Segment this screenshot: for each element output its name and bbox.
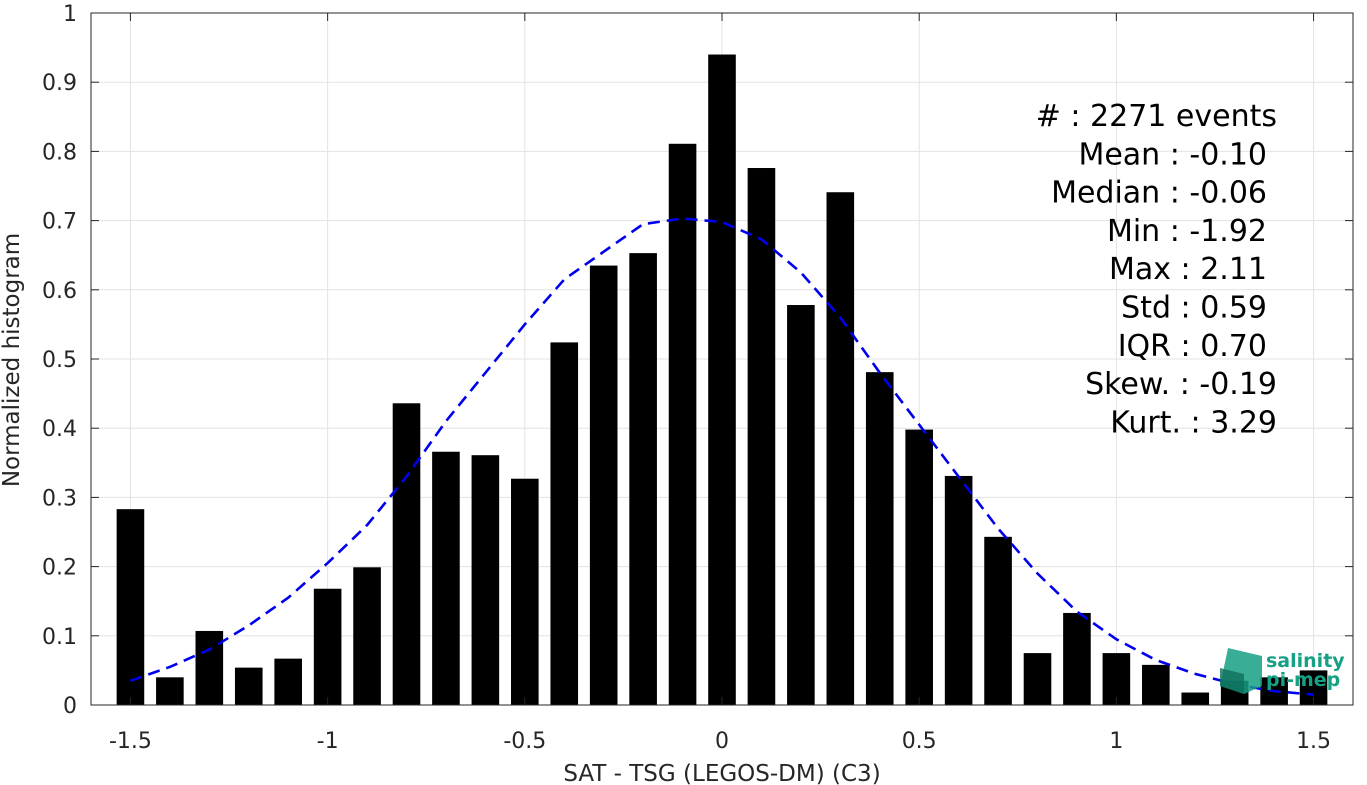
y-tick-label: 0.3 <box>42 486 77 511</box>
x-tick-label: -1 <box>317 729 339 754</box>
x-tick-label: -1.5 <box>109 729 152 754</box>
y-tick-label: 0.6 <box>42 279 77 304</box>
stat-line: Mean : -0.10 <box>1078 137 1267 172</box>
histogram-bar <box>1023 653 1052 705</box>
histogram-bar <box>1063 612 1091 705</box>
stat-line: Median : -0.06 <box>1051 176 1267 211</box>
histogram-bar <box>826 192 855 705</box>
histogram-bar <box>550 342 579 705</box>
histogram-bar <box>1181 692 1210 705</box>
histogram-bar <box>274 658 302 705</box>
x-tick-label: 1.5 <box>1296 729 1331 754</box>
x-tick-label: 0.5 <box>902 729 937 754</box>
histogram-bar <box>668 143 697 706</box>
logo-text-line1: salinity <box>1266 650 1345 672</box>
histogram-bar <box>234 667 263 705</box>
x-axis-label: SAT - TSG (LEGOS-DM) (C3) <box>563 761 880 785</box>
histogram-bar <box>195 630 224 705</box>
histogram-bar <box>392 403 421 705</box>
histogram-bar <box>116 509 145 705</box>
y-tick-label: 0.2 <box>42 556 77 581</box>
stat-line: Kurt. : 3.29 <box>1110 405 1277 440</box>
histogram-bar <box>787 305 815 705</box>
histogram-bar <box>747 168 776 705</box>
stat-line: Max : 2.11 <box>1109 252 1267 287</box>
stat-line: # : 2271 events <box>1036 99 1277 134</box>
histogram-bar <box>353 567 381 705</box>
x-tick-label: 0 <box>715 729 729 754</box>
stat-line: Min : -1.92 <box>1107 214 1267 249</box>
y-tick-label: 0.9 <box>42 71 77 96</box>
histogram-bar <box>432 451 460 705</box>
normal-fit-curve <box>129 217 1314 696</box>
x-tick-label: 1 <box>1109 729 1123 754</box>
stat-line: Skew. : -0.19 <box>1085 367 1277 402</box>
y-tick-label: 0.1 <box>42 625 77 650</box>
histogram-bar <box>156 677 184 705</box>
histogram-bar <box>865 372 894 705</box>
salinity-pimep-logo: salinity pi-mep <box>1220 648 1345 694</box>
x-axis-ticks: -1.5 -1 -0.5 0 0.5 1 1.5 <box>109 13 1331 754</box>
histogram-bar <box>471 455 500 705</box>
histogram-bar <box>905 429 933 705</box>
histogram-bar <box>944 475 973 705</box>
histogram-bar <box>708 54 736 705</box>
histogram-bars <box>116 54 1328 706</box>
logo-mark-shade-icon <box>1220 668 1244 694</box>
histogram-bar <box>1102 653 1131 705</box>
logo-text-line2: pi-mep <box>1266 669 1340 691</box>
histogram-bar <box>1142 664 1170 705</box>
y-tick-label: 0 <box>63 694 77 719</box>
stat-line: IQR : 0.70 <box>1118 329 1267 364</box>
stat-line: Std : 0.59 <box>1121 291 1267 326</box>
histogram-bar <box>313 588 342 705</box>
y-tick-label: 0.4 <box>42 417 77 442</box>
x-tick-label: -0.5 <box>503 729 546 754</box>
histogram-bar <box>984 536 1012 705</box>
histogram-bar <box>511 478 539 705</box>
y-axis-ticks: 0 0.1 0.2 0.3 0.4 0.5 0.6 0.7 0.8 0.9 1 <box>42 2 1353 719</box>
histogram-bar <box>589 265 618 705</box>
y-tick-label: 0.5 <box>42 348 77 373</box>
y-tick-label: 0.8 <box>42 140 77 165</box>
histogram-bar <box>629 253 657 705</box>
y-tick-label: 1 <box>63 2 77 27</box>
y-tick-label: 0.7 <box>42 210 77 235</box>
y-axis-label: Normalized histogram <box>0 233 25 487</box>
